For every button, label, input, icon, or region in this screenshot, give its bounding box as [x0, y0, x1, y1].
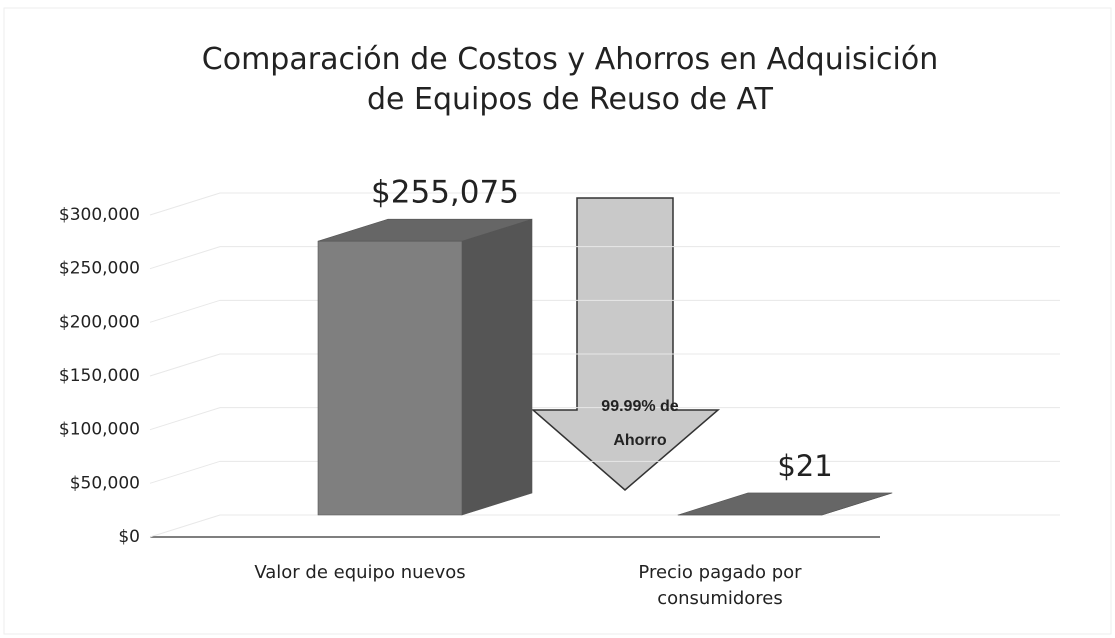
- grid-line: [149, 353, 1060, 377]
- bar-top: [677, 492, 893, 516]
- x-tick-label: Valor de equipo nuevos: [254, 562, 466, 583]
- grid-line: [149, 192, 1060, 216]
- savings-arrow: [530, 197, 721, 491]
- y-tick-label: $50,000: [70, 473, 140, 493]
- y-tick-label: $100,000: [59, 420, 140, 440]
- y-tick-label: $250,000: [59, 259, 140, 279]
- bar-front: [317, 240, 463, 516]
- grid-line: [149, 299, 1060, 323]
- y-tick-label: $300,000: [59, 205, 140, 225]
- grid-line: [149, 246, 1060, 270]
- grid-line: [149, 460, 1060, 484]
- chart-frame: [3, 7, 1112, 635]
- value-label: $21: [777, 449, 832, 483]
- value-label: $255,075: [371, 175, 519, 211]
- chart-title: Comparación de Costos y Ahorros en Adqui…: [201, 42, 939, 117]
- bar: [317, 218, 533, 516]
- y-tick-label: $200,000: [59, 312, 140, 332]
- y-tick-label: $150,000: [59, 366, 140, 386]
- annotation: 99.99% de Ahorro: [601, 398, 679, 449]
- grid-line: [149, 407, 1060, 431]
- bar-side: [461, 218, 533, 516]
- bar: [677, 492, 893, 516]
- y-tick-label: $0: [118, 527, 140, 547]
- grid-line: [149, 514, 1060, 538]
- x-tick-label: Precio pagado por consumidores: [638, 562, 802, 609]
